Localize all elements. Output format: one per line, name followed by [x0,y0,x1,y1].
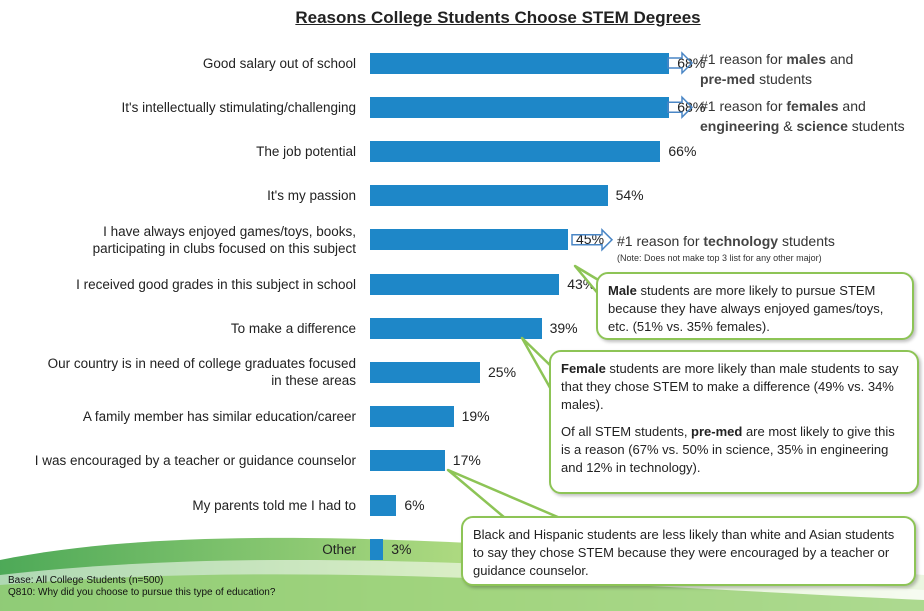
category-label: To make a difference [0,320,356,337]
salary-note: #1 reason for males and pre-med students [700,51,854,87]
category-label: I received good grades in this subject i… [0,276,356,293]
bar [370,140,661,162]
category-label-line: Our country is in need of college gradua… [47,356,356,372]
footer-question: Q810: Why did you choose to pursue this … [8,587,276,598]
teacher-callout-pointer [446,468,562,520]
value-label: 6% [404,496,425,513]
chart-title: Reasons College Students Choose STEM Deg… [295,8,701,27]
bar [370,273,560,295]
bar [370,96,670,118]
value-label: 25% [488,363,517,380]
value-label: 19% [461,408,490,425]
bar [370,317,542,339]
category-label-line: in these areas [271,373,356,389]
technology-note: #1 reason for technology students [617,233,835,249]
category-label: A family member has similar education/ca… [0,408,356,425]
category-label: Good salary out of school [0,55,356,72]
footer: Base: All College Students (n=500) Q810:… [8,575,275,599]
bar [370,229,568,251]
bar [370,450,445,472]
stimulating-note: #1 reason for females and engineering & … [700,98,905,134]
technology-small-note: (Note: Does not make top 3 list for any … [617,253,822,263]
category-label-line: Other [322,541,356,557]
female-callout: Female students are more likely than mal… [549,350,919,494]
value-label: 39% [549,319,578,336]
category-label-line: It's my passion [267,188,356,204]
category-label-line: To make a difference [230,320,356,336]
category-label-line: I was encouraged by a teacher or guidanc… [34,453,356,469]
bar [370,494,397,516]
value-label: 66% [668,142,697,159]
category-label: I was encouraged by a teacher or guidanc… [0,452,356,469]
category-label: The job potential [0,143,356,160]
bar [370,538,384,560]
category-label-line: A family member has similar education/ca… [82,409,356,425]
category-label-line: The job potential [256,143,356,159]
value-label: 54% [615,187,644,204]
value-label: 3% [391,540,412,557]
right-arrow-icon [667,51,694,75]
category-label-line: participating in clubs focused on this s… [92,240,356,256]
category-label: My parents told me I had to [0,497,356,514]
category-label-line: My parents told me I had to [192,497,356,513]
category-label: Our country is in need of college gradua… [0,355,356,389]
male-callout: Male students are more likely to pursue … [596,272,914,340]
bar [370,185,608,207]
teacher-callout: Black and Hispanic students are less lik… [461,516,916,586]
category-label: It's my passion [0,187,356,204]
bar [370,52,670,74]
category-label: It's intellectually stimulating/challeng… [0,99,356,116]
footer-base: Base: All College Students (n=500) [8,575,164,586]
category-label: I have always enjoyed games/toys, books,… [0,223,356,257]
category-label-line: It's intellectually stimulating/challeng… [121,99,356,115]
category-label-line: Good salary out of school [202,55,356,71]
category-label-line: I received good grades in this subject i… [76,276,356,292]
category-label: Other [0,541,356,558]
value-label: 17% [452,452,481,469]
right-arrow-icon [571,227,614,252]
bar [370,406,454,428]
right-arrow-icon [667,95,694,120]
bar [370,361,480,383]
category-label-line: I have always enjoyed games/toys, books, [103,223,356,239]
